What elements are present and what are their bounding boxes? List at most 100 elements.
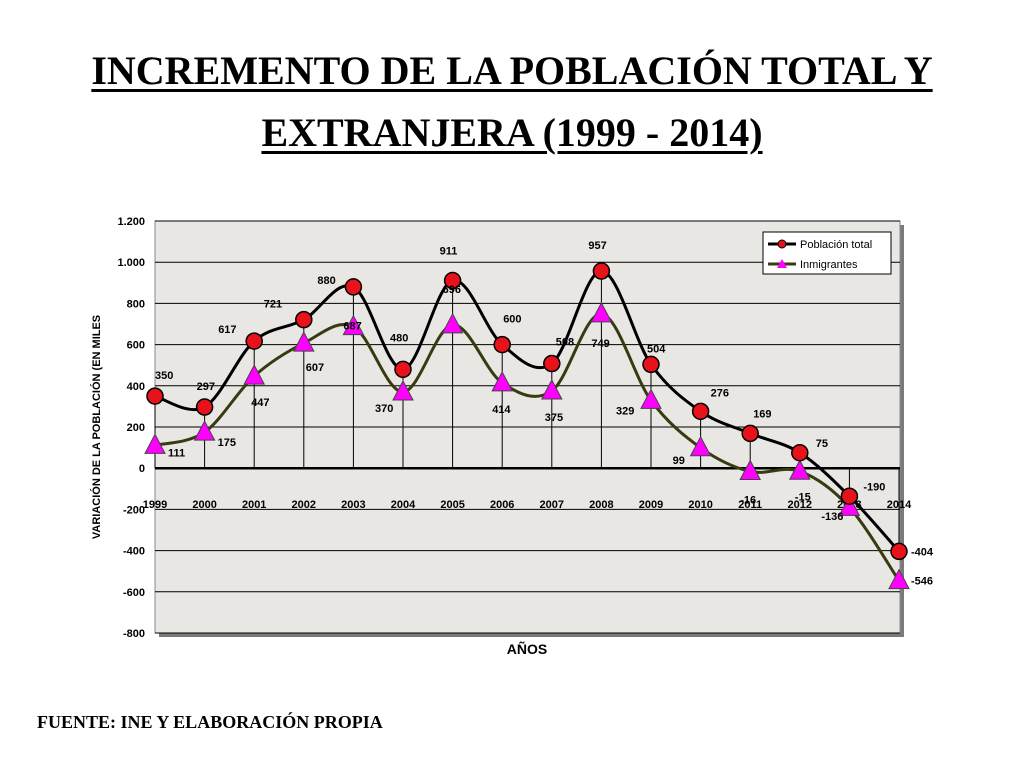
title-line-1: INCREMENTO DE LA POBLACIÓN TOTAL Y xyxy=(91,48,933,93)
y-tick-label: 1.200 xyxy=(117,216,145,228)
series-inmigrantes xyxy=(144,301,910,590)
data-label-poblacion: 504 xyxy=(647,343,666,355)
y-tick-label: -400 xyxy=(123,546,145,558)
y-tick-label: 800 xyxy=(127,298,145,310)
x-tick-label: 2007 xyxy=(540,499,564,511)
x-tick-label: 2009 xyxy=(639,499,663,511)
y-tick-label: -200 xyxy=(123,504,145,516)
triangle-marker xyxy=(540,378,563,400)
data-label-poblacion: 617 xyxy=(218,324,236,336)
data-label-poblacion: -136 xyxy=(821,511,843,523)
data-label-poblacion: 911 xyxy=(440,246,458,258)
title-line-2: EXTRANJERA (1999 - 2014) xyxy=(261,110,763,155)
source-note: FUENTE: INE Y ELABORACIÓN PROPIA xyxy=(37,712,383,732)
y-tick-label: 200 xyxy=(127,422,145,434)
circle-marker xyxy=(146,387,164,405)
chart-title: INCREMENTO DE LA POBLACIÓN TOTAL Y EXTRA… xyxy=(0,40,1024,164)
data-label-poblacion: 480 xyxy=(390,332,408,344)
circle-marker xyxy=(791,444,809,462)
circle-marker xyxy=(344,278,363,296)
data-label-inmigrantes: 696 xyxy=(443,284,461,296)
data-label-poblacion: 957 xyxy=(588,240,606,252)
x-tick-label: 2003 xyxy=(341,499,365,511)
y-tick-label: 1.000 xyxy=(117,257,145,269)
circle-marker xyxy=(195,398,214,416)
data-label-poblacion: 75 xyxy=(816,438,828,450)
circle-marker xyxy=(840,487,859,505)
data-label-poblacion: 276 xyxy=(711,387,729,399)
data-label-poblacion: 350 xyxy=(155,370,173,382)
x-tick-label: 2004 xyxy=(391,499,416,511)
x-tick-label: 2002 xyxy=(292,499,316,511)
data-label-inmigrantes: 329 xyxy=(616,405,634,417)
circle-marker xyxy=(543,354,561,373)
circle-marker xyxy=(741,424,759,443)
data-label-inmigrantes: 375 xyxy=(545,412,563,424)
y-tick-label: 600 xyxy=(127,340,145,352)
data-label-poblacion: 721 xyxy=(264,299,282,311)
data-label-inmigrantes: 414 xyxy=(492,404,511,416)
triangle-marker xyxy=(888,568,910,590)
y-tick-label: 0 xyxy=(139,463,145,475)
data-label-inmigrantes: -15 xyxy=(795,491,811,503)
triangle-marker xyxy=(392,379,414,401)
data-label-inmigrantes: 749 xyxy=(591,338,609,350)
data-label-poblacion: 880 xyxy=(317,275,335,287)
x-tick-label: 2008 xyxy=(589,499,613,511)
legend-label-inmigrantes: Inmigrantes xyxy=(800,259,858,271)
triangle-marker xyxy=(689,435,712,457)
triangle-marker xyxy=(640,388,662,409)
data-label-poblacion: 600 xyxy=(503,314,521,326)
series-line-poblacion-total xyxy=(154,269,901,553)
triangle-marker xyxy=(739,459,762,480)
circle-marker xyxy=(394,360,412,379)
triangle-marker xyxy=(441,312,464,334)
triangle-marker xyxy=(193,420,216,441)
x-tick-label: 1999 xyxy=(143,499,167,511)
circle-marker xyxy=(443,271,462,290)
circle-marker xyxy=(642,355,660,374)
triangle-marker xyxy=(788,459,811,480)
data-label-inmigrantes: 447 xyxy=(251,397,269,409)
data-label-poblacion: -404 xyxy=(911,546,934,558)
circle-marker xyxy=(691,402,710,421)
series-poblacion-total xyxy=(146,262,908,561)
triangle-marker xyxy=(590,301,613,323)
circle-marker xyxy=(493,335,511,354)
series-line-inmigrantes xyxy=(154,312,901,582)
data-label-inmigrantes: -190 xyxy=(863,481,885,493)
data-label-inmigrantes: 99 xyxy=(673,455,685,467)
circle-marker xyxy=(295,310,313,329)
y-tick-label: 400 xyxy=(127,381,145,393)
x-tick-label: 2010 xyxy=(688,499,712,511)
data-label-inmigrantes: 111 xyxy=(168,447,185,459)
triangle-marker xyxy=(491,370,514,392)
triangle-marker xyxy=(342,314,365,336)
x-tick-label: 2006 xyxy=(490,499,514,511)
triangle-marker xyxy=(838,495,861,516)
y-axis-title: VARIACIÓN DE LA POBLACIÓN (EN MILES xyxy=(90,315,103,539)
data-label-poblacion: 508 xyxy=(556,337,574,349)
legend: Población total Inmigrantes xyxy=(762,231,892,275)
x-tick-label: 2000 xyxy=(192,499,216,511)
data-label-poblacion: 169 xyxy=(753,408,771,420)
x-tick-label: 2014 xyxy=(887,499,912,511)
y-tick-label: -800 xyxy=(123,628,145,640)
data-label-poblacion: 297 xyxy=(197,381,215,393)
x-tick-label: 2005 xyxy=(440,499,464,511)
data-label-inmigrantes: 175 xyxy=(218,437,236,449)
circle-marker xyxy=(890,542,908,561)
x-tick-label: 2012 xyxy=(788,499,812,511)
data-label-inmigrantes: -16 xyxy=(740,494,756,506)
data-label-inmigrantes: -546 xyxy=(911,576,933,588)
legend-marker-inmigrantes xyxy=(777,259,787,268)
data-label-inmigrantes: 370 xyxy=(375,403,393,415)
data-labels: 350 297 617 721 880 480 911 600 508 957 504 276 169 7… xyxy=(155,240,934,588)
x-tick-label: 2011 xyxy=(738,499,762,511)
circle-marker xyxy=(245,332,263,350)
x-axis: 1999 2000 2001 2002 2003 2004 2005 2006 2007 2008… xyxy=(143,499,912,511)
circle-marker xyxy=(592,262,611,280)
legend-label-poblacion: Población total xyxy=(800,239,872,251)
